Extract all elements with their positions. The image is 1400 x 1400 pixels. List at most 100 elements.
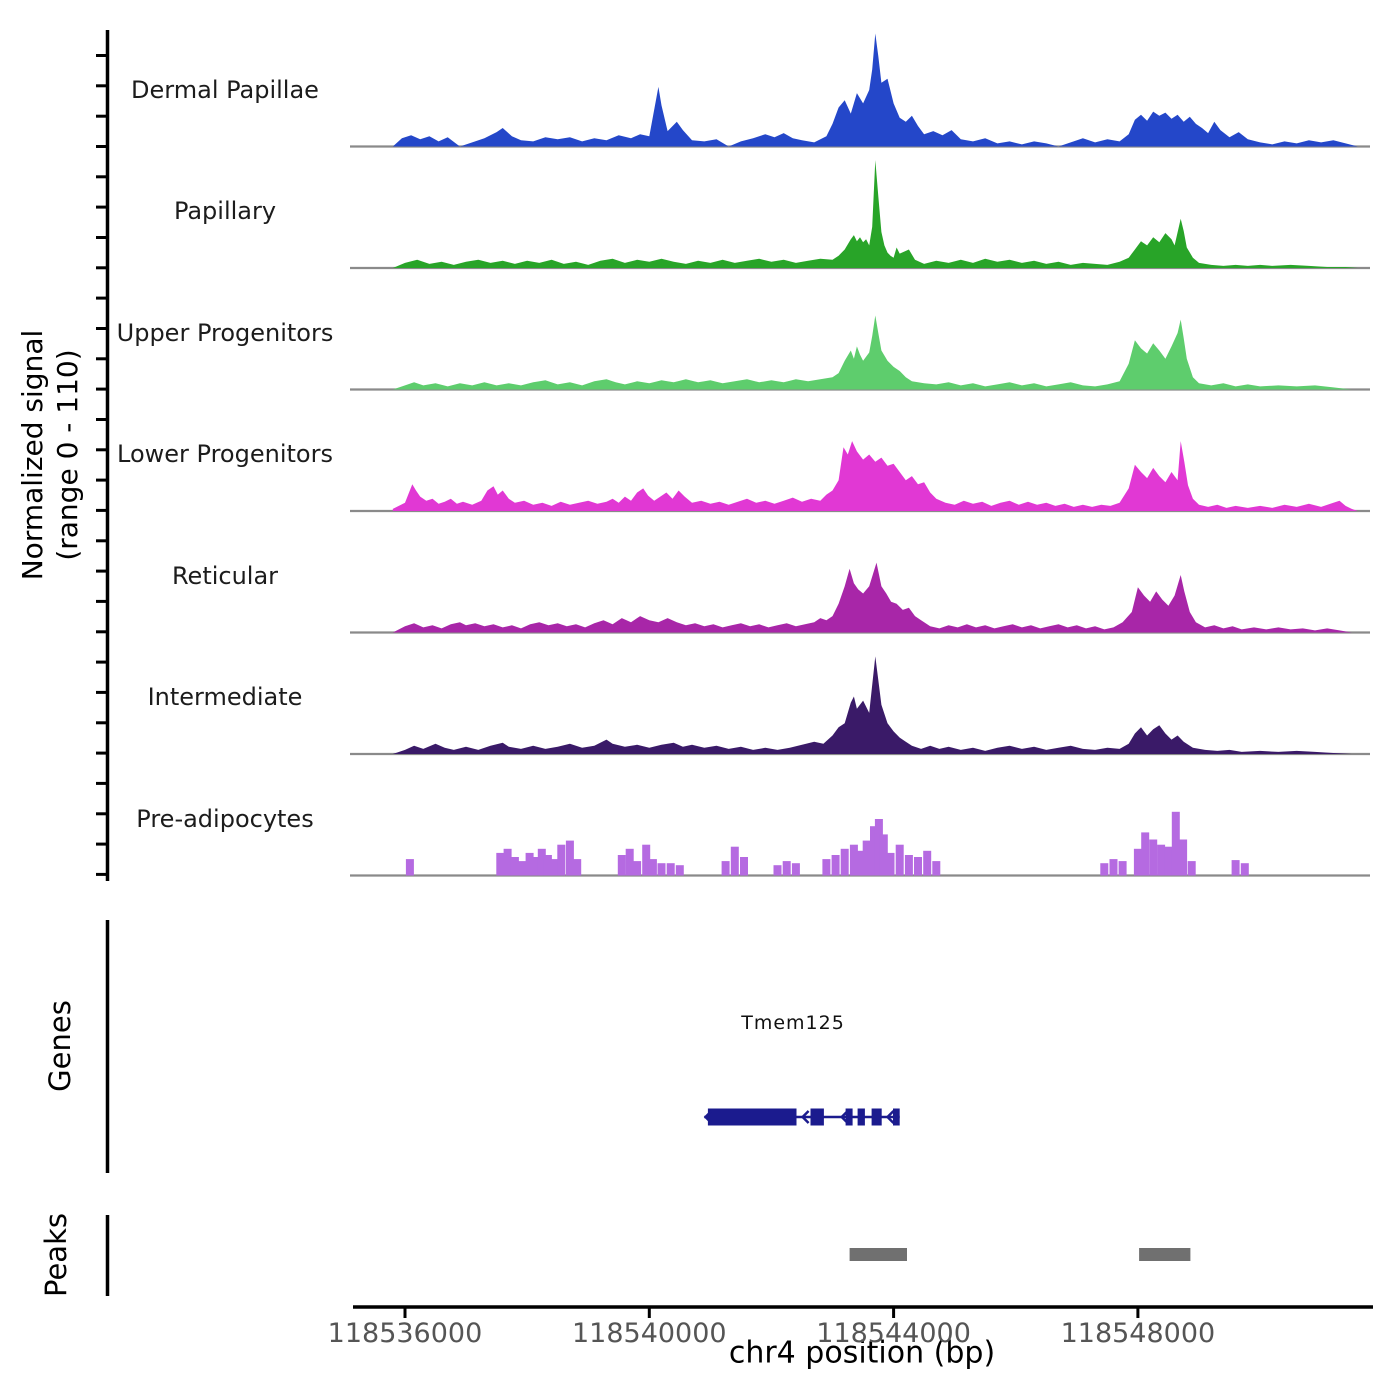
gene-name-label: Tmem125 bbox=[741, 1012, 845, 1034]
signal-bar bbox=[648, 859, 657, 876]
x-tick-label: 118540000 bbox=[571, 1318, 727, 1349]
x-tick-label: 118544000 bbox=[816, 1318, 971, 1349]
signal-bar bbox=[1157, 844, 1166, 876]
signal-bar bbox=[1149, 839, 1158, 876]
x-tick-label: 118536000 bbox=[327, 1318, 483, 1349]
signal-track-papillary bbox=[350, 160, 1370, 270]
signal-bar bbox=[573, 859, 582, 876]
signal-bar bbox=[849, 844, 858, 876]
signal-bar bbox=[740, 857, 748, 876]
peak-regions bbox=[849, 1248, 1191, 1261]
signal-bar bbox=[633, 861, 642, 876]
signal-bar bbox=[625, 848, 634, 876]
signal-track-pre-adipocytes bbox=[350, 811, 1370, 877]
signal-bar bbox=[675, 865, 684, 876]
signal-track-upper-progenitors bbox=[350, 315, 1370, 391]
signal-bar bbox=[496, 852, 505, 876]
gene-strand-arrow bbox=[703, 1110, 713, 1124]
gene-exon bbox=[810, 1108, 824, 1126]
signal-bar bbox=[565, 840, 574, 876]
signal-bar bbox=[895, 844, 904, 876]
gene-strand-arrow bbox=[885, 1110, 895, 1124]
signal-bar bbox=[886, 852, 895, 876]
x-tick-label: 118548000 bbox=[1060, 1318, 1216, 1349]
peak-region-rect bbox=[1139, 1248, 1191, 1261]
track-label-dermal-papillae: Dermal Papillae bbox=[131, 75, 319, 104]
signal-bar bbox=[773, 865, 782, 876]
track-label-pre-adipocytes: Pre-adipocytes bbox=[136, 804, 314, 833]
track-label-upper-progenitors: Upper Progenitors bbox=[116, 318, 334, 347]
signal-bar bbox=[932, 861, 941, 876]
signal-bar bbox=[1118, 861, 1127, 876]
signal-bar bbox=[1187, 861, 1196, 876]
peaks-track-label: Peaks bbox=[39, 1213, 73, 1297]
signal-bar bbox=[870, 826, 878, 876]
gene-strand-arrow bbox=[839, 1110, 849, 1124]
signal-bar bbox=[1231, 860, 1240, 876]
signal-bar bbox=[518, 861, 527, 876]
track-label-lower-progenitors: Lower Progenitors bbox=[117, 440, 333, 468]
signal-bar bbox=[791, 863, 800, 876]
peak-region-rect bbox=[849, 1248, 907, 1261]
signal-track-intermediate bbox=[350, 656, 1370, 756]
signal-area bbox=[392, 656, 1352, 754]
signal-bar bbox=[914, 857, 922, 876]
signal-bar bbox=[537, 848, 546, 876]
signal-bar bbox=[1109, 859, 1118, 876]
signal-bar bbox=[856, 850, 864, 876]
signal-bar bbox=[525, 852, 534, 876]
track-label-reticular: Reticular bbox=[171, 561, 279, 590]
gene-exon bbox=[707, 1108, 797, 1126]
x-axis-title: chr4 position (bp) bbox=[728, 1335, 996, 1371]
signal-bar bbox=[543, 855, 552, 876]
signal-bar bbox=[531, 857, 540, 876]
signal-bar bbox=[923, 850, 932, 876]
signal-bar bbox=[666, 863, 675, 876]
signal-area bbox=[392, 160, 1358, 268]
genes-track-label: Genes bbox=[43, 1000, 77, 1092]
signal-area bbox=[392, 315, 1352, 390]
track-label-intermediate: Intermediate bbox=[147, 683, 303, 711]
signal-bar bbox=[642, 844, 651, 876]
signal-bar bbox=[862, 840, 871, 876]
signal-bar bbox=[557, 844, 566, 876]
signal-bar bbox=[879, 834, 888, 876]
signal-bar bbox=[551, 859, 560, 876]
gene-exon bbox=[857, 1108, 865, 1126]
signal-bar bbox=[721, 861, 730, 876]
signal-bar bbox=[822, 859, 831, 876]
signal-bar bbox=[1179, 839, 1188, 876]
signal-area bbox=[392, 562, 1352, 633]
gene-exon bbox=[893, 1108, 900, 1126]
signal-bar bbox=[617, 855, 626, 876]
signal-bar bbox=[1133, 848, 1142, 876]
signal-bar bbox=[510, 857, 519, 876]
signal-bar bbox=[503, 848, 512, 876]
signal-track-reticular bbox=[350, 562, 1370, 634]
signal-area bbox=[392, 33, 1358, 147]
y-axis-label: Normalized signal (range 0 - 110) bbox=[15, 330, 85, 581]
signal-bar bbox=[1164, 846, 1173, 876]
signal-tracks bbox=[350, 33, 1370, 877]
signal-bar bbox=[405, 859, 414, 876]
signal-bar bbox=[840, 848, 849, 876]
signal-bar bbox=[1171, 811, 1180, 876]
track-label-papillary: Papillary bbox=[173, 197, 277, 225]
axes bbox=[96, 30, 1373, 1318]
gene-exon bbox=[871, 1108, 882, 1126]
signal-bar bbox=[1240, 863, 1249, 876]
signal-track-lower-progenitors bbox=[350, 441, 1370, 513]
signal-bar bbox=[831, 855, 840, 876]
signal-bar bbox=[730, 846, 739, 876]
signal-area bbox=[392, 441, 1358, 511]
gene-exon bbox=[845, 1108, 853, 1126]
signal-bar bbox=[1100, 863, 1109, 876]
y-axis-label-line2: (range 0 - 110) bbox=[51, 349, 84, 561]
signal-bar bbox=[657, 863, 666, 876]
y-axis-label-line1: Normalized signal bbox=[16, 329, 49, 581]
signal-bar bbox=[904, 855, 913, 876]
signal-bar bbox=[782, 861, 791, 876]
signal-bar bbox=[1141, 832, 1150, 876]
